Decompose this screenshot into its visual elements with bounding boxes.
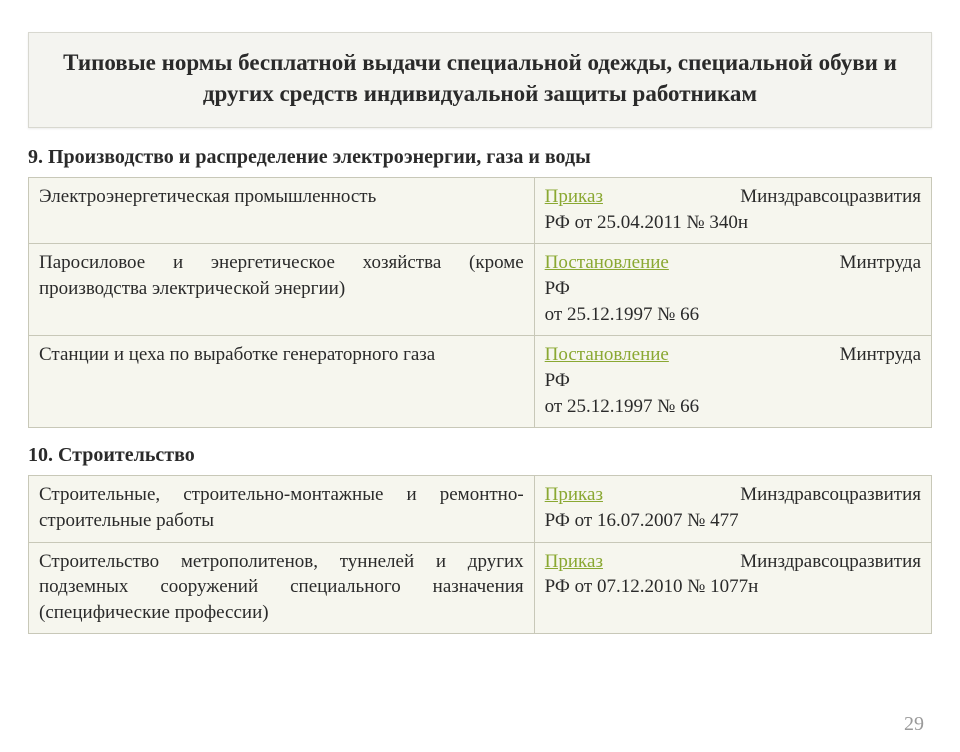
doc-line: Приказ Минздравсоцразвития <box>545 482 921 508</box>
doc-line: Постановление Минтруда <box>545 250 921 276</box>
page-number: 29 <box>904 713 924 736</box>
doc-tail: РФ от 25.04.2011 № 340н <box>545 210 921 236</box>
doc-link[interactable]: Постановление <box>545 342 669 368</box>
doc-tail: РФ от 25.12.1997 № 66 <box>545 368 921 419</box>
row-right: Приказ Минздравсоцразвития РФ от 07.12.2… <box>534 542 931 634</box>
section-heading-10: 10. Строительство <box>28 444 932 467</box>
doc-issuer: Минтруда <box>840 342 921 368</box>
doc-link[interactable]: Приказ <box>545 549 603 575</box>
doc-tail: РФ от 07.12.2010 № 1077н <box>545 574 921 600</box>
row-left: Паросиловое и энергетическое хозяйства (… <box>29 244 535 336</box>
row-left: Строительные, строительно-монтажные и ре… <box>29 476 535 542</box>
row-left: Станции и цеха по выработке генераторног… <box>29 336 535 428</box>
doc-line: Приказ Минздравсоцразвития <box>545 184 921 210</box>
doc-line: Приказ Минздравсоцразвития <box>545 549 921 575</box>
doc-link[interactable]: Постановление <box>545 250 669 276</box>
table-section-9: Электроэнергетическая промышленность При… <box>28 177 932 428</box>
page-title: Типовые нормы бесплатной выдачи специаль… <box>49 47 911 109</box>
row-left: Строительство метрополитенов, туннелей и… <box>29 542 535 634</box>
section-heading-9: 9. Производство и распределение электроэ… <box>28 146 932 169</box>
title-block: Типовые нормы бесплатной выдачи специаль… <box>28 32 932 128</box>
row-right: Приказ Минздравсоцразвития РФ от 16.07.2… <box>534 476 931 542</box>
row-right: Постановление Минтруда РФ от 25.12.1997 … <box>534 336 931 428</box>
doc-issuer: Минздравсоцразвития <box>740 184 921 210</box>
table-row: Паросиловое и энергетическое хозяйства (… <box>29 244 932 336</box>
table-row: Строительные, строительно-монтажные и ре… <box>29 476 932 542</box>
doc-link[interactable]: Приказ <box>545 482 603 508</box>
doc-link[interactable]: Приказ <box>545 184 603 210</box>
doc-tail: РФ от 16.07.2007 № 477 <box>545 508 921 534</box>
row-right: Приказ Минздравсоцразвития РФ от 25.04.2… <box>534 178 931 244</box>
row-right: Постановление Минтруда РФ от 25.12.1997 … <box>534 244 931 336</box>
table-row: Электроэнергетическая промышленность При… <box>29 178 932 244</box>
table-row: Станции и цеха по выработке генераторног… <box>29 336 932 428</box>
table-section-10: Строительные, строительно-монтажные и ре… <box>28 475 932 634</box>
doc-issuer: Минздравсоцразвития <box>740 482 921 508</box>
doc-line: Постановление Минтруда <box>545 342 921 368</box>
doc-issuer: Минздравсоцразвития <box>740 549 921 575</box>
row-left: Электроэнергетическая промышленность <box>29 178 535 244</box>
doc-issuer: Минтруда <box>840 250 921 276</box>
table-row: Строительство метрополитенов, туннелей и… <box>29 542 932 634</box>
doc-tail: РФ от 25.12.1997 № 66 <box>545 276 921 327</box>
